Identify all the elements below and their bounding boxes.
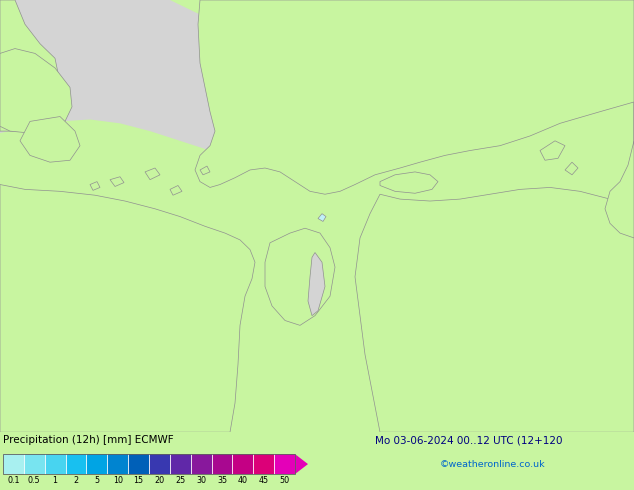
Polygon shape — [0, 0, 350, 160]
Polygon shape — [200, 166, 210, 175]
Text: 1: 1 — [53, 475, 58, 485]
Bar — [254, 454, 274, 474]
Bar — [149, 454, 170, 474]
Text: Precipitation (12h) [mm] ECMWF: Precipitation (12h) [mm] ECMWF — [3, 435, 174, 445]
Text: 20: 20 — [154, 475, 164, 485]
Text: ©weatheronline.co.uk: ©weatheronline.co.uk — [440, 460, 546, 468]
Polygon shape — [0, 185, 255, 432]
Text: 25: 25 — [175, 475, 185, 485]
Bar — [3, 454, 24, 474]
Bar — [212, 454, 233, 474]
Text: 5: 5 — [94, 475, 100, 485]
Text: 2: 2 — [74, 475, 79, 485]
Text: 35: 35 — [217, 475, 227, 485]
Bar — [3, 454, 295, 474]
Polygon shape — [265, 228, 335, 325]
Bar — [24, 454, 45, 474]
Bar — [65, 454, 86, 474]
Polygon shape — [170, 186, 182, 195]
Polygon shape — [355, 188, 634, 432]
Polygon shape — [540, 141, 565, 160]
Bar — [128, 454, 149, 474]
Bar — [233, 454, 254, 474]
Text: 0.1: 0.1 — [7, 475, 20, 485]
Polygon shape — [380, 172, 438, 193]
Polygon shape — [308, 252, 325, 316]
Bar — [274, 454, 295, 474]
Polygon shape — [195, 0, 634, 194]
Text: 15: 15 — [134, 475, 144, 485]
Polygon shape — [295, 454, 308, 474]
Text: 50: 50 — [280, 475, 290, 485]
Polygon shape — [110, 177, 124, 187]
Text: 30: 30 — [196, 475, 206, 485]
Text: 45: 45 — [259, 475, 269, 485]
Text: 0.5: 0.5 — [28, 475, 41, 485]
Bar — [170, 454, 191, 474]
Polygon shape — [0, 0, 60, 131]
Polygon shape — [145, 168, 160, 180]
Text: 40: 40 — [238, 475, 248, 485]
Bar — [45, 454, 65, 474]
Polygon shape — [20, 117, 80, 162]
Polygon shape — [55, 214, 190, 243]
Polygon shape — [605, 102, 634, 238]
Text: 10: 10 — [113, 475, 123, 485]
Polygon shape — [90, 182, 100, 190]
Text: Mo 03-06-2024 00..12 UTC (12+120: Mo 03-06-2024 00..12 UTC (12+120 — [375, 435, 562, 445]
Polygon shape — [0, 49, 72, 133]
Polygon shape — [318, 214, 326, 221]
Polygon shape — [565, 162, 578, 175]
Bar — [86, 454, 107, 474]
Bar — [107, 454, 128, 474]
Bar — [191, 454, 212, 474]
